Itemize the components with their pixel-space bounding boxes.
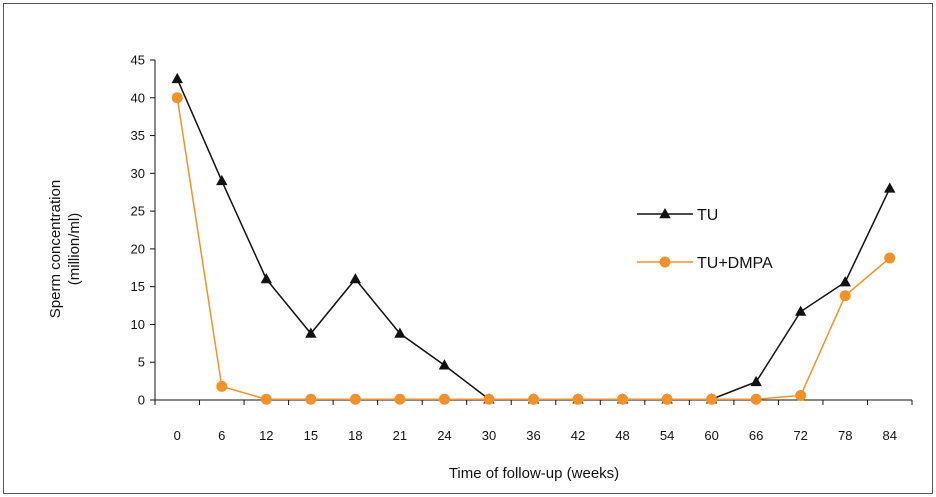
series-point-circle	[659, 256, 671, 268]
tick-labels: 0 5 10 15 20 25 30 35 40 45 0 6 12 15 18 21 24 30 36 42 48 54…	[131, 53, 897, 444]
series-point-circle	[305, 393, 317, 405]
chart-frame	[3, 3, 933, 494]
series-point-circle	[661, 393, 673, 405]
x-tick-label: 48	[615, 428, 629, 443]
x-tick-label: 12	[259, 428, 273, 443]
y-tick-label: 35	[131, 128, 145, 143]
legend-label: TU+DMPA	[697, 255, 773, 272]
x-tick-label: 21	[393, 428, 407, 443]
series-point-triangle	[260, 273, 273, 284]
x-tick-label: 60	[704, 428, 718, 443]
series-point-circle	[617, 393, 629, 405]
x-tick-label: 30	[482, 428, 496, 443]
y-tick-label: 15	[131, 279, 145, 294]
series-point-triangle	[794, 305, 807, 316]
series-point-circle	[216, 380, 228, 392]
legend-item-tu-dmpa: TU+DMPA	[637, 255, 773, 272]
x-axis-title: Time of follow-up (weeks)	[449, 465, 619, 482]
y-tick-label: 0	[138, 393, 145, 408]
y-tick-label: 25	[131, 204, 145, 219]
series-layer	[171, 72, 896, 405]
x-tick-label: 0	[174, 428, 181, 443]
series-point-triangle	[884, 182, 896, 193]
x-tick-label: 24	[437, 428, 451, 443]
legend: TU TU+DMPA	[637, 207, 773, 272]
series-tu-dmpa	[171, 92, 896, 405]
x-tick-label: 84	[883, 428, 897, 443]
series-point-circle	[394, 393, 406, 405]
series-point-circle	[528, 393, 539, 405]
series-point-circle	[795, 389, 807, 401]
series-point-triangle	[216, 174, 228, 186]
series-point-triangle	[659, 208, 671, 219]
series-line	[176, 97, 891, 400]
y-tick-label: 5	[138, 355, 145, 370]
series-point-circle	[438, 393, 450, 405]
series-point-circle	[706, 393, 718, 405]
series-point-triangle	[750, 375, 762, 387]
series-point-circle	[260, 393, 272, 405]
series-line	[176, 78, 891, 400]
y-tick-label: 20	[131, 241, 145, 256]
axes	[150, 59, 913, 405]
x-tick-label: 54	[660, 428, 674, 443]
series-point-circle	[884, 252, 896, 264]
y-axis-unit: (million/ml)	[66, 213, 83, 286]
y-tick-label: 10	[131, 317, 145, 332]
series-point-circle	[839, 290, 851, 302]
series-point-circle	[483, 393, 495, 405]
x-tick-label: 18	[348, 428, 362, 443]
series-point-triangle	[349, 273, 362, 284]
x-tick-label: 72	[793, 428, 807, 443]
legend-item-tu: TU	[637, 207, 718, 224]
series-point-triangle	[394, 327, 406, 338]
y-axis-title: Sperm concentration	[47, 180, 64, 318]
series-point-circle	[750, 393, 762, 405]
y-tick-label: 45	[131, 53, 145, 68]
series-point-circle	[572, 393, 584, 405]
series-point-triangle	[839, 276, 851, 287]
series-tu	[171, 72, 896, 404]
series-point-triangle	[171, 72, 183, 84]
series-point-triangle	[438, 359, 451, 370]
y-tick-label: 30	[131, 166, 145, 181]
x-tick-label: 36	[526, 428, 540, 443]
series-point-circle	[349, 393, 361, 405]
x-tick-label: 6	[218, 428, 225, 443]
series-point-circle	[171, 92, 183, 104]
x-tick-label: 66	[749, 428, 763, 443]
legend-label: TU	[697, 207, 718, 224]
series-point-triangle	[305, 327, 317, 338]
x-tick-label: 78	[838, 428, 852, 443]
x-tick-label: 42	[571, 428, 585, 443]
y-tick-label: 40	[131, 90, 145, 105]
x-tick-label: 15	[304, 428, 318, 443]
